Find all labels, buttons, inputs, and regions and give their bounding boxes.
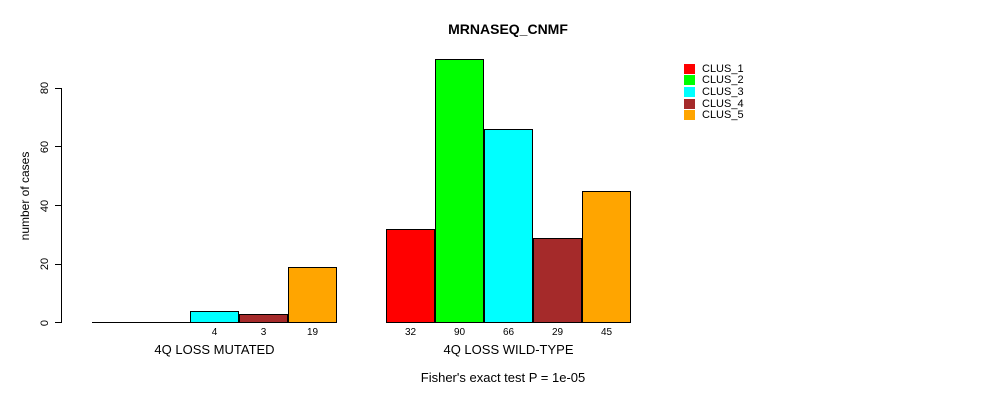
legend-swatch (684, 86, 695, 97)
bar-clus_4 (533, 237, 582, 323)
y-tick-mark (55, 146, 61, 148)
y-tick-mark (55, 87, 61, 89)
legend-item-clus_3: CLUS_3 (684, 86, 744, 98)
fisher-test-annotation: Fisher's exact test P = 1e-05 (420, 370, 586, 385)
legend-item-clus_4: CLUS_4 (684, 98, 744, 110)
legend-swatch (684, 98, 695, 109)
bar-clus_3 (484, 129, 533, 323)
bar-value-label: 32 (404, 327, 417, 338)
y-tick-label: 0 (39, 319, 51, 326)
bar-value-label: 29 (551, 327, 564, 338)
category-label: 4Q LOSS MUTATED (154, 342, 275, 357)
bar-clus_4 (239, 313, 288, 323)
bar-value-label: 3 (260, 327, 267, 338)
bar-value-label: 90 (453, 327, 466, 338)
legend-label: CLUS_4 (702, 97, 744, 110)
y-tick-mark (55, 205, 61, 206)
chart-legend: CLUS_1 CLUS_2 CLUS_3 CLUS_4 CLUS_5 (684, 63, 744, 121)
bar-clus_5 (582, 190, 631, 323)
legend-label: CLUS_1 (702, 62, 744, 75)
bar-value-label: 66 (502, 327, 515, 338)
chart-title: MRNASEQ_CNMF (448, 21, 568, 37)
bar-value-label: 4 (211, 327, 218, 338)
y-tick-mark (55, 263, 61, 265)
bar-clus_2 (435, 59, 484, 323)
legend-swatch (684, 110, 695, 121)
legend-item-clus_5: CLUS_5 (684, 109, 744, 121)
bar-value-label: 19 (306, 327, 319, 338)
bar-clus_5 (288, 267, 337, 323)
bar-clus_1 (386, 228, 435, 323)
y-axis-label: number of cases (18, 151, 32, 241)
legend-item-clus_2: CLUS_2 (684, 74, 744, 87)
legend-label: CLUS_5 (702, 109, 744, 122)
category-label: 4Q LOSS WILD-TYPE (443, 342, 574, 357)
y-tick-mark (55, 322, 61, 324)
legend-item-clus_1: CLUS_1 (684, 63, 744, 75)
legend-label: CLUS_2 (702, 74, 744, 87)
y-tick-label: 60 (39, 140, 51, 154)
bar-value-label: 45 (600, 327, 613, 338)
legend-swatch (684, 63, 695, 74)
y-tick-label: 20 (39, 257, 51, 271)
y-tick-label: 80 (39, 82, 51, 95)
bar-clus_3 (190, 310, 239, 323)
legend-swatch (684, 75, 695, 86)
y-tick-label: 40 (39, 199, 51, 212)
legend-label: CLUS_3 (702, 85, 744, 98)
y-axis-line (61, 88, 62, 323)
